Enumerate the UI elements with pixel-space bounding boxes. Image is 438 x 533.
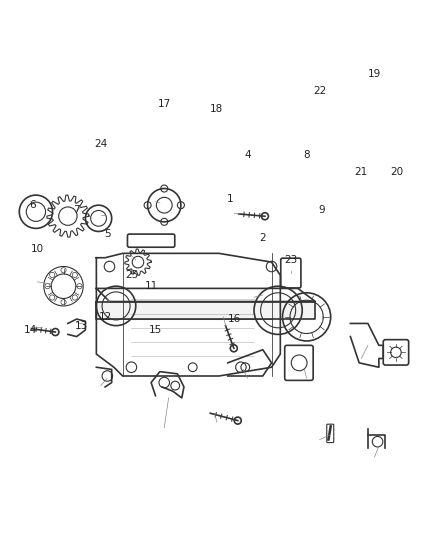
Text: 15: 15: [149, 325, 162, 335]
Text: 4: 4: [244, 150, 251, 160]
Text: 17: 17: [158, 100, 171, 109]
Text: 25: 25: [125, 270, 138, 280]
Text: 10: 10: [31, 244, 44, 254]
Text: 8: 8: [303, 150, 310, 160]
Text: 1: 1: [226, 193, 233, 204]
Text: 12: 12: [99, 312, 112, 322]
Text: 22: 22: [313, 86, 326, 96]
Text: 14: 14: [24, 325, 37, 335]
Text: 7: 7: [73, 205, 80, 215]
Text: 24: 24: [94, 139, 107, 149]
Text: 20: 20: [390, 167, 403, 177]
Text: 23: 23: [285, 255, 298, 265]
Text: 21: 21: [355, 167, 368, 177]
Text: 5: 5: [104, 229, 111, 239]
Text: 13: 13: [74, 321, 88, 330]
Text: 6: 6: [29, 200, 36, 210]
Text: 16: 16: [228, 314, 241, 324]
Polygon shape: [96, 302, 315, 319]
Text: 9: 9: [318, 205, 325, 215]
Text: 19: 19: [368, 69, 381, 79]
Text: 18: 18: [210, 104, 223, 114]
Text: 11: 11: [145, 281, 158, 291]
Text: 2: 2: [259, 233, 266, 243]
